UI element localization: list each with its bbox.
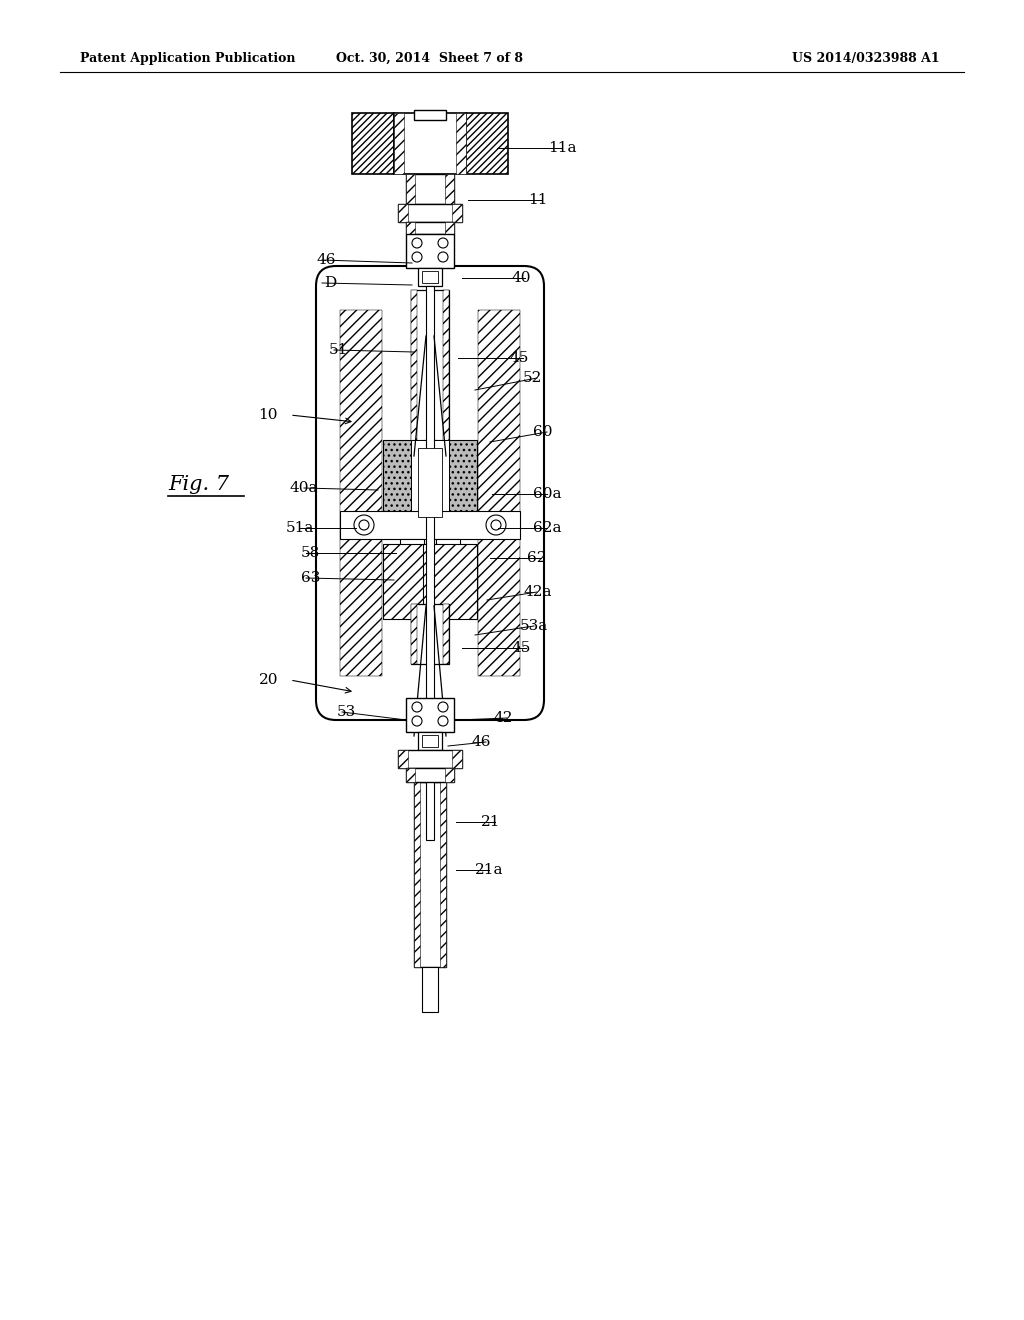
Text: 62: 62 xyxy=(527,550,547,565)
Polygon shape xyxy=(352,114,394,174)
Text: 42a: 42a xyxy=(523,585,552,599)
Text: 51a: 51a xyxy=(286,521,314,535)
Text: 11a: 11a xyxy=(548,141,577,154)
Bar xyxy=(443,605,449,664)
Circle shape xyxy=(412,715,422,726)
Text: Patent Application Publication: Patent Application Publication xyxy=(80,51,296,65)
Bar xyxy=(411,605,449,664)
Bar xyxy=(422,735,438,747)
Bar xyxy=(426,286,434,840)
Text: 40a: 40a xyxy=(290,480,318,495)
Bar xyxy=(452,205,462,222)
Circle shape xyxy=(412,252,422,261)
Bar xyxy=(411,290,417,450)
Bar xyxy=(423,440,477,525)
Bar xyxy=(418,268,442,286)
Bar xyxy=(406,768,415,781)
Circle shape xyxy=(412,702,422,711)
Bar xyxy=(394,114,404,174)
Text: 51: 51 xyxy=(329,343,348,356)
Bar xyxy=(414,781,446,968)
Bar xyxy=(411,605,417,664)
Text: 21: 21 xyxy=(481,814,501,829)
Text: Oct. 30, 2014  Sheet 7 of 8: Oct. 30, 2014 Sheet 7 of 8 xyxy=(337,51,523,65)
Circle shape xyxy=(412,238,422,248)
Bar xyxy=(383,440,437,525)
Bar xyxy=(398,750,462,768)
Bar xyxy=(400,539,424,605)
Bar xyxy=(398,750,408,768)
Text: 58: 58 xyxy=(301,546,319,560)
Circle shape xyxy=(490,520,501,531)
Bar xyxy=(456,114,466,174)
Bar xyxy=(398,205,462,222)
Bar xyxy=(340,511,520,539)
Bar xyxy=(478,310,520,676)
Bar xyxy=(440,781,446,968)
Text: 20: 20 xyxy=(258,673,278,686)
Text: 53: 53 xyxy=(337,705,356,719)
Text: 40: 40 xyxy=(511,271,530,285)
Bar xyxy=(414,110,446,120)
Bar xyxy=(398,205,408,222)
Text: 46: 46 xyxy=(316,253,336,267)
Bar xyxy=(406,222,454,234)
Text: 46: 46 xyxy=(472,735,492,748)
Bar xyxy=(340,310,382,676)
Bar xyxy=(406,222,415,234)
Polygon shape xyxy=(466,114,508,174)
Text: 52: 52 xyxy=(523,371,543,385)
Bar xyxy=(452,750,462,768)
Text: 62a: 62a xyxy=(534,521,561,535)
Bar xyxy=(445,768,454,781)
Bar xyxy=(445,222,454,234)
Circle shape xyxy=(438,715,449,726)
Bar xyxy=(422,968,438,1012)
Bar xyxy=(406,174,415,205)
Text: 42: 42 xyxy=(493,711,512,725)
Text: 21a: 21a xyxy=(475,863,504,876)
Bar xyxy=(422,271,438,282)
Circle shape xyxy=(438,702,449,711)
Text: 63: 63 xyxy=(301,572,319,585)
Bar xyxy=(418,733,442,750)
Bar xyxy=(423,544,477,619)
Text: 45: 45 xyxy=(512,642,531,655)
Bar xyxy=(406,768,454,781)
Circle shape xyxy=(438,252,449,261)
Bar xyxy=(406,234,454,268)
Bar xyxy=(411,440,449,525)
Text: D: D xyxy=(324,276,336,290)
Text: 11: 11 xyxy=(528,193,548,207)
Text: US 2014/0323988 A1: US 2014/0323988 A1 xyxy=(793,51,940,65)
Text: 60: 60 xyxy=(534,425,553,440)
Bar xyxy=(394,114,466,174)
Text: 60a: 60a xyxy=(534,487,561,502)
Circle shape xyxy=(359,520,369,531)
Text: 10: 10 xyxy=(258,408,278,422)
Bar xyxy=(418,447,442,517)
Text: 53a: 53a xyxy=(520,619,548,634)
Circle shape xyxy=(486,515,506,535)
FancyBboxPatch shape xyxy=(316,267,544,719)
Bar xyxy=(406,698,454,733)
Text: Fig. 7: Fig. 7 xyxy=(168,474,229,494)
Bar xyxy=(383,544,437,619)
Bar xyxy=(445,174,454,205)
Bar xyxy=(436,539,460,605)
Bar xyxy=(406,174,454,205)
Bar xyxy=(411,290,449,450)
Circle shape xyxy=(354,515,374,535)
Circle shape xyxy=(438,238,449,248)
Bar xyxy=(443,290,449,450)
Text: 45: 45 xyxy=(509,351,528,366)
Bar xyxy=(414,781,420,968)
